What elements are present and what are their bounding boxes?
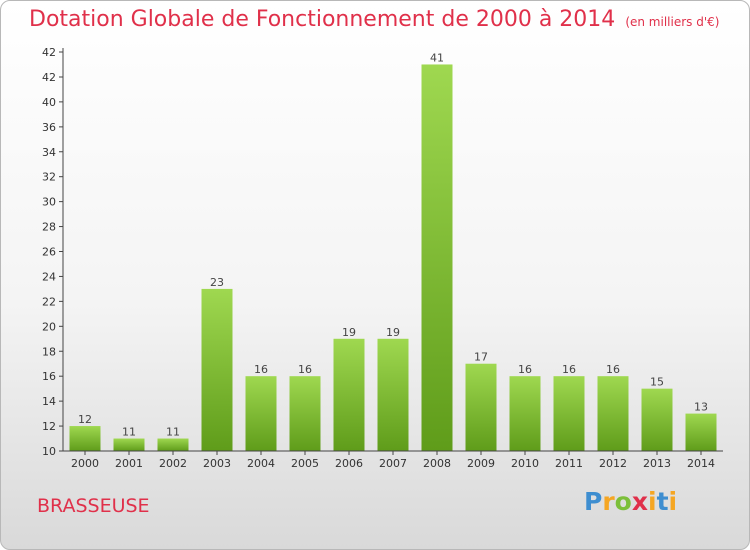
data-label: 16	[562, 363, 576, 376]
x-tick-label: 2013	[643, 457, 671, 470]
y-tick-label: 34	[42, 146, 56, 159]
data-label: 13	[694, 401, 708, 414]
x-tick-label: 2010	[511, 457, 539, 470]
bar	[509, 376, 541, 451]
data-label: 15	[650, 376, 664, 389]
bar	[113, 438, 145, 451]
data-label: 16	[606, 363, 620, 376]
x-tick-label: 2012	[599, 457, 627, 470]
x-tick-label: 2002	[159, 457, 187, 470]
data-label: 19	[342, 326, 356, 339]
x-tick-label: 2004	[247, 457, 275, 470]
y-tick-label: 30	[42, 196, 56, 209]
proxiti-logo: Proxiti	[584, 487, 678, 516]
x-tick-label: 2011	[555, 457, 583, 470]
commune-name: BRASSEUSE	[37, 495, 150, 517]
chart-title-text: Dotation Globale de Fonctionnement de 20…	[29, 7, 616, 32]
x-tick-label: 2000	[71, 457, 99, 470]
bar	[553, 376, 585, 451]
bar	[597, 376, 629, 451]
bar	[685, 413, 717, 451]
bar	[421, 64, 453, 451]
bar	[377, 338, 409, 451]
data-label: 19	[386, 326, 400, 339]
bar	[157, 438, 189, 451]
bar	[289, 376, 321, 451]
data-label: 16	[518, 363, 532, 376]
data-label: 23	[210, 276, 224, 289]
y-tick-label: 12	[42, 420, 56, 433]
y-tick-label: 20	[42, 320, 56, 333]
x-tick-label: 2008	[423, 457, 451, 470]
y-tick-label: 40	[42, 96, 56, 109]
data-label: 17	[474, 351, 488, 364]
chart-unit: (en milliers d'€)	[625, 15, 720, 29]
y-tick-label: 42	[42, 71, 56, 84]
data-label: 11	[166, 426, 180, 439]
bar	[333, 338, 365, 451]
y-tick-label: 24	[42, 270, 56, 283]
bar-chart: 10 12 14 16 18 20 22 24 26 28 30 32 34 36 40 42 42 2000 12…	[42, 46, 723, 470]
bar	[69, 426, 101, 451]
x-tick-label: 2001	[115, 457, 143, 470]
y-tick-label: 22	[42, 295, 56, 308]
x-tick-label: 2014	[687, 457, 715, 470]
y-tick-label: 28	[42, 221, 56, 234]
y-tick-label: 36	[42, 121, 56, 134]
data-label: 16	[298, 363, 312, 376]
x-tick-label: 2007	[379, 457, 407, 470]
y-tick-label: 26	[42, 246, 56, 259]
x-tick-label: 2003	[203, 457, 231, 470]
data-label: 16	[254, 363, 268, 376]
y-tick-label: 32	[42, 171, 56, 184]
bar	[641, 388, 673, 451]
y-tick-label: 14	[42, 395, 56, 408]
data-label: 11	[122, 426, 136, 439]
data-label: 41	[430, 51, 444, 64]
bar	[465, 363, 497, 451]
data-label: 12	[78, 413, 92, 426]
x-tick-label: 2006	[335, 457, 363, 470]
bar	[245, 376, 277, 451]
x-tick-label: 2005	[291, 457, 319, 470]
y-tick-label: 16	[42, 370, 56, 383]
x-tick-label: 2009	[467, 457, 495, 470]
y-tick-label: 10	[42, 445, 56, 458]
y-tick-label: 18	[42, 345, 56, 358]
y-tick-label: 42	[42, 46, 56, 59]
bar	[201, 288, 233, 451]
chart-title: Dotation Globale de Fonctionnement de 20…	[29, 7, 719, 32]
